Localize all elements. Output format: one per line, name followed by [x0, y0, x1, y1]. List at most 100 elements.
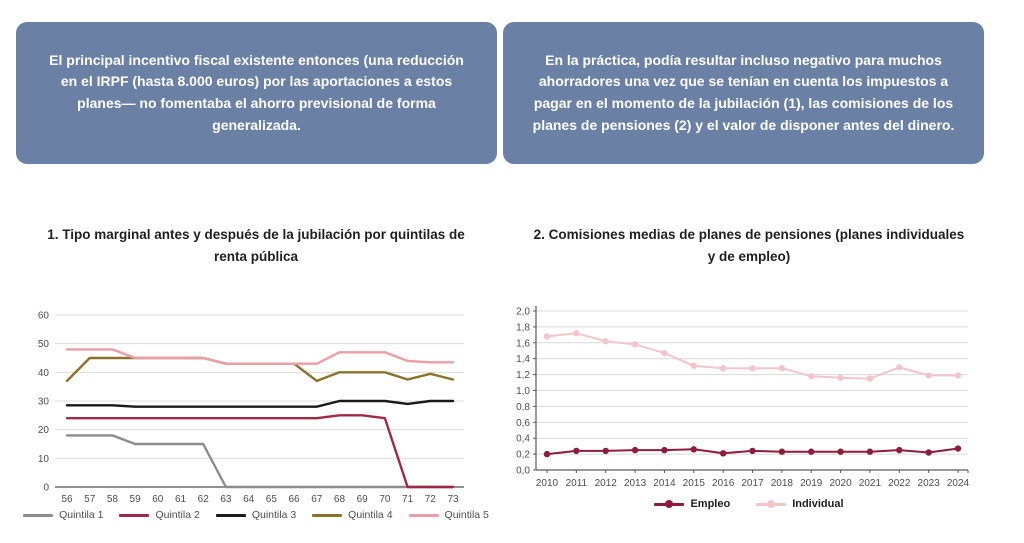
x-tick-label: 2019	[800, 478, 823, 489]
data-point	[749, 365, 756, 372]
y-tick-label: 2,0	[516, 307, 530, 318]
data-point	[749, 447, 756, 455]
chart-pension-fees: 2. Comisiones medias de planes de pensio…	[504, 218, 994, 543]
x-tick-label: 2021	[859, 478, 882, 489]
data-point	[543, 333, 551, 340]
data-point	[808, 372, 815, 380]
data-point	[896, 364, 903, 371]
data-point	[543, 450, 551, 458]
data-point	[954, 372, 962, 379]
legend-label: Individual	[792, 498, 844, 510]
x-tick-label: 64	[243, 494, 255, 505]
data-point	[866, 448, 874, 455]
chart-marginal-tax: 1. Tipo marginal antes y después de la j…	[14, 218, 498, 543]
chart-1-legend: Quintila 1 Quintila 2 Quintila 3 Quintila 4…	[14, 509, 498, 521]
legend-label: Empleo	[690, 498, 731, 510]
legend-marker-dot	[767, 500, 776, 508]
y-tick-label: 10	[38, 454, 50, 465]
data-point	[808, 448, 815, 455]
x-tick-label: 2016	[712, 478, 735, 489]
legend-swatch	[408, 513, 439, 517]
y-tick-label: 1,0	[516, 386, 530, 397]
series-line-quintila-2	[65, 414, 455, 489]
x-tick-label: 70	[379, 494, 391, 505]
data-point	[866, 375, 874, 382]
x-tick-label: 60	[152, 494, 164, 505]
data-point	[661, 349, 668, 357]
data-point	[573, 447, 580, 455]
x-tick-label: 2013	[624, 478, 647, 489]
y-tick-label: 1,8	[516, 322, 530, 333]
x-tick-label: 69	[357, 494, 369, 505]
x-tick-label: 2017	[741, 478, 764, 489]
legend-item-quintila-1: Quintila 1	[23, 509, 103, 521]
data-point	[954, 445, 962, 452]
chart-1-plot: 0 10 20 30 40 50 60 56 57 58 59 60 61 62 63 64 65 66 67 68 6…	[38, 311, 464, 505]
data-point	[719, 365, 727, 372]
data-point	[690, 362, 697, 370]
y-tick-label: 50	[38, 339, 50, 350]
data-point	[631, 341, 639, 348]
y-tick-label: 0,2	[516, 450, 530, 461]
x-tick-label: 2023	[918, 478, 941, 489]
y-tick-label: 1,2	[516, 370, 530, 381]
x-tick-label: 73	[447, 494, 459, 505]
legend-label: Quintila 4	[348, 509, 393, 521]
x-tick-label: 2024	[947, 478, 970, 489]
x-tick-label: 2015	[683, 478, 706, 489]
data-point	[719, 450, 727, 457]
y-tick-label: 1,4	[516, 354, 530, 365]
y-tick-label: 60	[38, 311, 50, 322]
x-tick-label: 59	[130, 494, 142, 505]
legend-swatch	[654, 500, 685, 508]
x-tick-label: 63	[220, 494, 232, 505]
x-tick-label: 56	[61, 494, 73, 505]
x-tick-label: 2010	[536, 478, 559, 489]
legend-item-quintila-5: Quintila 5	[408, 509, 489, 521]
y-tick-label: 40	[38, 368, 50, 379]
legend-label: Quintila 1	[59, 509, 104, 521]
legend-item-individual: Individual	[756, 498, 844, 510]
x-tick-label: 62	[198, 494, 210, 505]
x-tick-label: 2020	[829, 478, 852, 489]
x-tick-label: 65	[266, 494, 278, 505]
x-tick-label: 2018	[771, 478, 794, 489]
series-line-quintila-4	[65, 356, 455, 383]
callout-right: En la práctica, podía resultar incluso n…	[503, 22, 984, 164]
data-point	[925, 372, 932, 379]
y-tick-label: 0,4	[516, 434, 530, 445]
x-tick-label: 67	[311, 494, 323, 505]
data-point	[896, 446, 903, 454]
chart-1-title: 1. Tipo marginal antes y después de la j…	[47, 227, 465, 265]
x-tick-label: 2022	[888, 478, 911, 489]
y-tick-label: 1,6	[516, 338, 530, 349]
x-tick-label: 57	[84, 494, 96, 505]
x-tick-label: 68	[334, 494, 346, 505]
legend-marker-dot	[665, 500, 674, 508]
callout-left: El principal incentivo fiscal existente …	[16, 22, 497, 164]
series-line-quintila-1	[65, 434, 455, 489]
callout-right-text: En la práctica, podía resultar incluso n…	[532, 51, 955, 133]
x-tick-label: 71	[402, 494, 414, 505]
legend-item-quintila-3: Quintila 3	[215, 509, 297, 521]
data-point	[573, 330, 580, 337]
data-point	[661, 446, 668, 454]
legend-swatch	[119, 513, 150, 517]
x-tick-label: 72	[425, 494, 437, 505]
x-tick-label: 61	[175, 494, 187, 505]
x-tick-label: 66	[288, 494, 300, 505]
chart-2-plot: 0,0 0,2 0,4 0,6 0,8 1,0 1,2 1,4 1,6 1,8 2,0 2010 201…	[516, 306, 970, 489]
data-point	[602, 447, 609, 455]
legend-label: Quintila 5	[444, 509, 489, 521]
x-tick-label: 2012	[595, 478, 618, 489]
y-tick-label: 0	[43, 483, 49, 494]
legend-item-empleo: Empleo	[654, 498, 730, 510]
series-line-quintila-3	[65, 399, 455, 408]
y-tick-label: 0,0	[516, 466, 530, 477]
chart-2-title: 2. Comisiones medias de planes de pensio…	[533, 227, 965, 265]
data-point	[837, 374, 844, 381]
data-point	[925, 449, 932, 456]
data-point	[602, 338, 609, 345]
legend-label: Quintila 3	[251, 509, 297, 521]
legend-swatch	[312, 513, 343, 517]
